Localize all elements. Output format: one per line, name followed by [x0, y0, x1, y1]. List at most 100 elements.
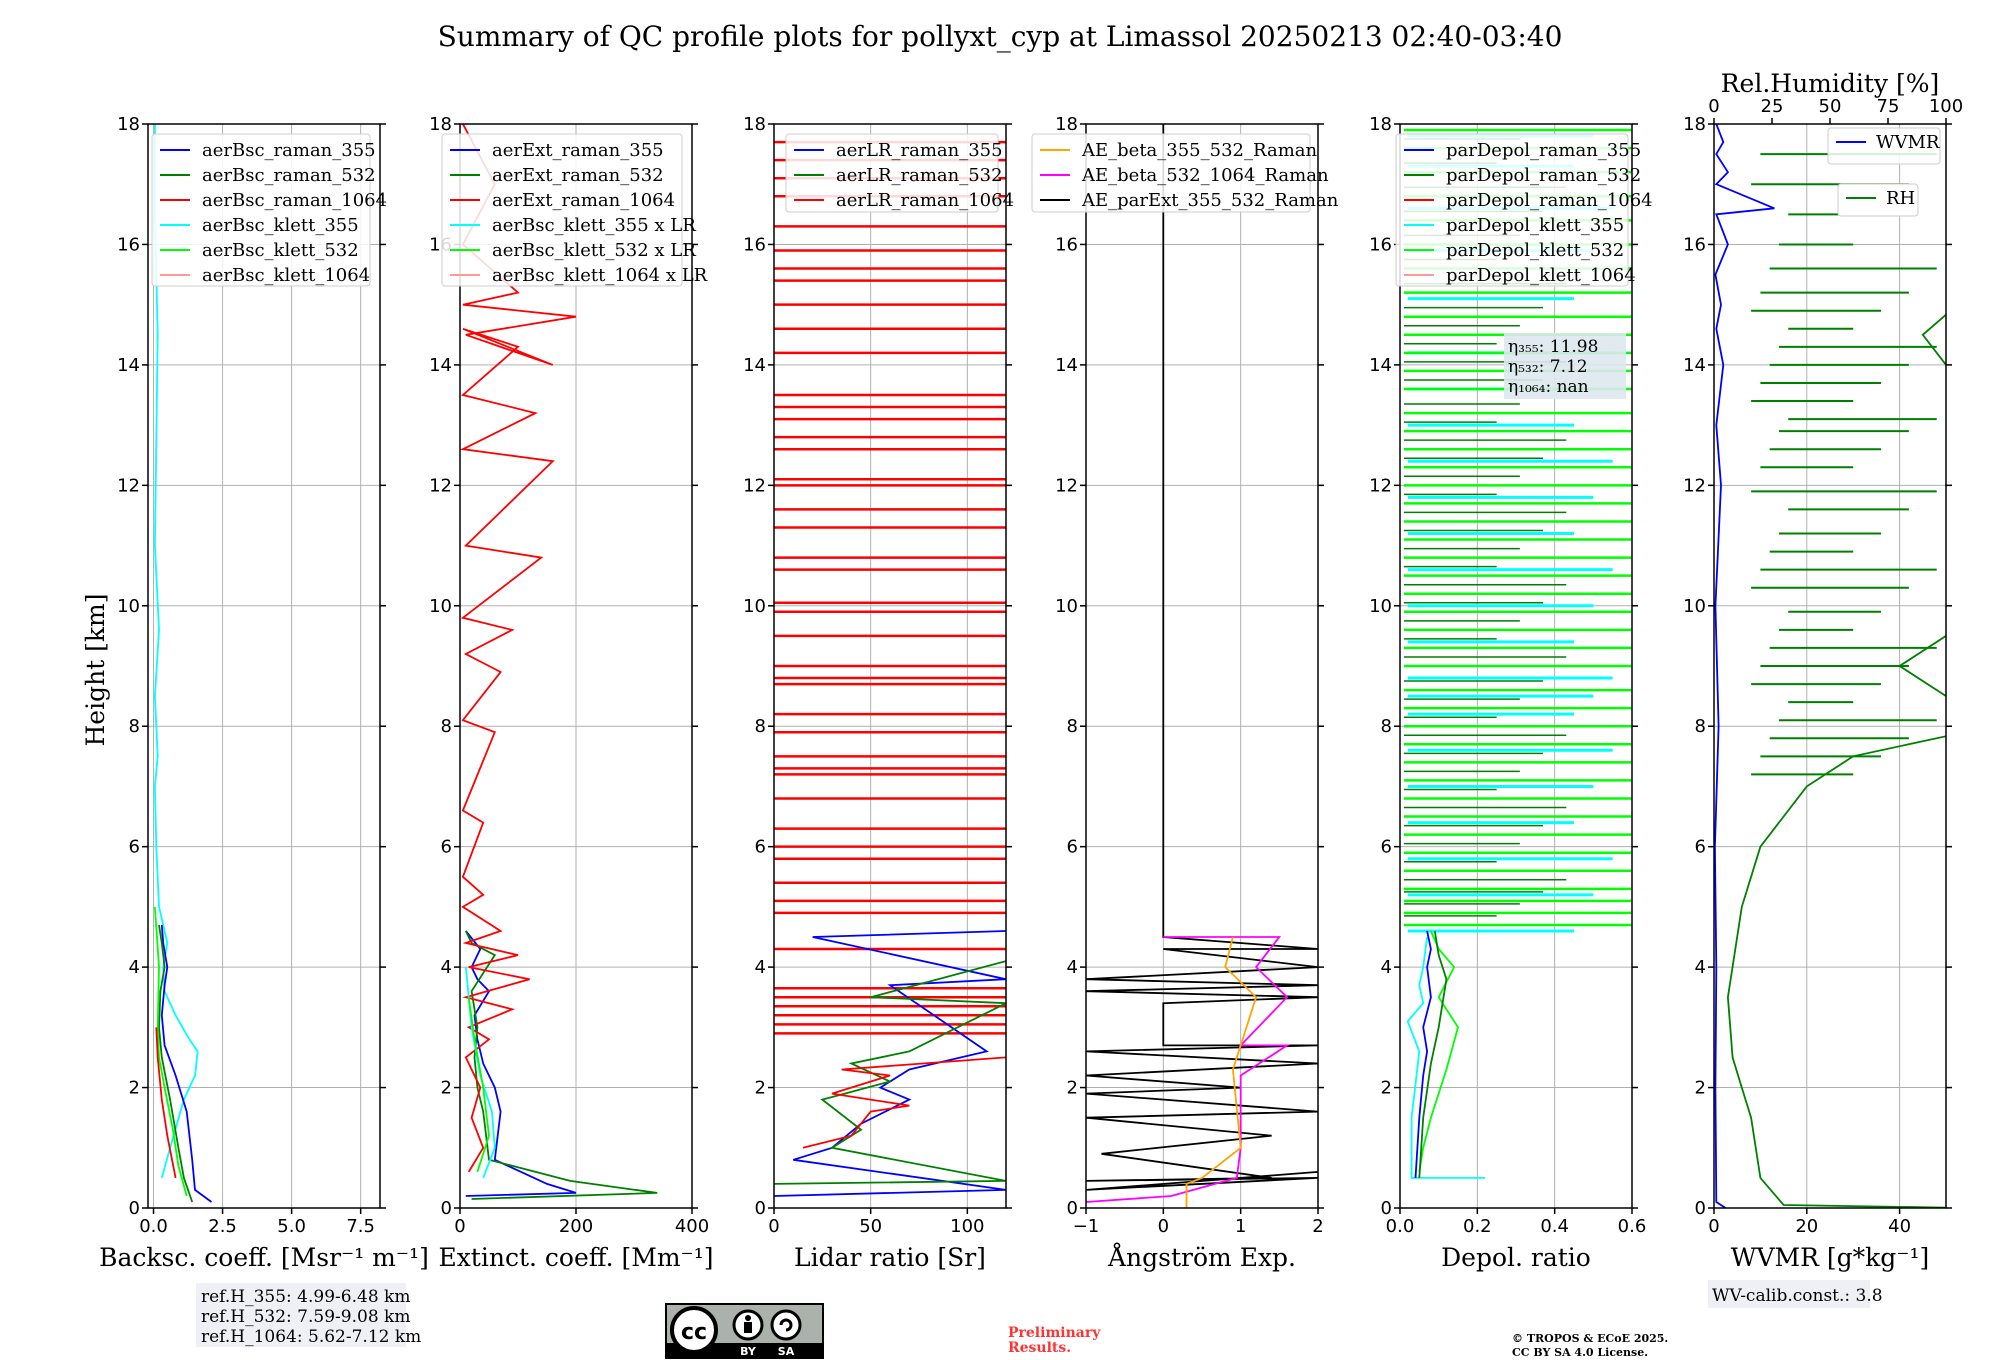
- y-tick-label: 4: [755, 957, 766, 978]
- y-tick-label: 18: [1683, 114, 1706, 135]
- legend-label: parDepol_klett_1064: [1446, 265, 1636, 286]
- legend-label: aerExt_raman_532: [492, 165, 664, 186]
- y-tick-label: 8: [129, 716, 140, 737]
- legend-label: parDepol_klett_532: [1446, 240, 1624, 261]
- y-tick-label: 10: [743, 596, 766, 617]
- legend-label: aerBsc_raman_1064: [202, 190, 387, 211]
- legend-box: [441, 133, 683, 287]
- panel-bsc: 0 2 4 6 8 10 12 14 16 18 0.0 2.5 5.0 7.5 Backsc. coeff…: [99, 114, 429, 1272]
- copyright-text-1: © TROPOS & ECoE 2025.: [1512, 1332, 1668, 1345]
- plot-area-ext: [460, 124, 692, 1208]
- legend-label: aerBsc_klett_355: [202, 215, 359, 236]
- x-tick-label: 1: [1235, 1216, 1246, 1237]
- x-axis-label-ae: Ångström Exp.: [1107, 1242, 1296, 1272]
- eta-value: η₁₀₆₄: nan: [1508, 377, 1589, 397]
- plot-area-lr: [774, 124, 1006, 1208]
- cc-logo-icon: [670, 1306, 718, 1354]
- series-parDepol_klett_355: [1406, 936, 1486, 1179]
- ref-h-1064: ref.H_1064: 5.62-7.12 km: [201, 1327, 421, 1347]
- series-RH: [1726, 313, 1946, 1208]
- series-parDepol_raman_355: [1414, 930, 1432, 1178]
- x-tick-label: −1: [1073, 1216, 1100, 1237]
- y-tick-label: 6: [129, 837, 140, 858]
- series-aerBsc_raman_1064: [155, 1027, 177, 1179]
- y-tick-label: 16: [1683, 234, 1706, 255]
- y-tick-label: 18: [429, 114, 452, 135]
- x-axis-label-lr: Lidar ratio [Sr]: [794, 1243, 986, 1272]
- series-aerExt_raman_355: [465, 930, 577, 1197]
- x-tick-label: 0: [454, 1216, 465, 1237]
- series-aerBsc_klett_355: [153, 124, 199, 1179]
- legend-label: aerBsc_klett_532: [202, 240, 359, 261]
- legend-box: [1827, 127, 1941, 165]
- legend-label: parDepol_raman_355: [1446, 140, 1641, 161]
- x-axis-label-depol: Depol. ratio: [1441, 1243, 1591, 1272]
- x-tick-label: 100: [950, 1216, 984, 1237]
- x-tick-label: 0.4: [1540, 1216, 1569, 1237]
- legend-ext: aerExt_raman_355 aerExt_raman_532 aerExt_r…: [441, 133, 708, 287]
- cc-logo-text: cc: [681, 1320, 707, 1345]
- y-tick-label: 8: [1381, 716, 1392, 737]
- x-axis-label-ext: Extinct. coeff. [Mm⁻¹]: [438, 1243, 713, 1272]
- y-tick-label: 0: [755, 1198, 766, 1219]
- x-tick-label: 0: [1708, 1216, 1719, 1237]
- wv-calib-const: WV-calib.const.: 3.8: [1712, 1286, 1883, 1306]
- series-AE_beta_532_1064_Raman: [1086, 936, 1291, 1203]
- series-aerBsc_raman_532: [158, 924, 194, 1203]
- cc-by-label: BY: [740, 1345, 757, 1358]
- x-tick-label: 2: [1312, 1216, 1323, 1237]
- y-tick-label: 6: [1067, 837, 1078, 858]
- y-tick-label: 4: [1381, 957, 1392, 978]
- y-tick-label: 8: [1067, 716, 1078, 737]
- y-tick-label: 2: [755, 1078, 766, 1099]
- eta-bg: [1504, 333, 1626, 399]
- plot-area-bsc: [148, 124, 380, 1208]
- x-tick-label: 0: [768, 1216, 779, 1237]
- y-tick-label: 4: [1695, 957, 1706, 978]
- series-parDepol_raman_532: [1418, 930, 1448, 1178]
- top-x-tick-label: 50: [1819, 96, 1842, 117]
- legend-box: [785, 133, 999, 213]
- legend-label: aerLR_raman_1064: [836, 190, 1014, 211]
- y-tick-label: 14: [1683, 355, 1706, 376]
- x-tick-label: 40: [1888, 1216, 1911, 1237]
- y-tick-label: 18: [743, 114, 766, 135]
- x-tick-label: 2.5: [208, 1216, 237, 1237]
- sa-share-icon: [770, 1309, 802, 1341]
- y-tick-label: 10: [429, 596, 452, 617]
- legend-lr: aerLR_raman_355 aerLR_raman_532 aerLR_rama…: [785, 133, 1014, 213]
- legend-label: AE_beta_532_1064_Raman: [1081, 165, 1329, 186]
- legend-label: WVMR: [1876, 132, 1940, 153]
- y-tick-label: 0: [1695, 1198, 1706, 1219]
- ref-h-355: ref.H_355: 4.99-6.48 km: [201, 1287, 410, 1307]
- series-aerLR_raman_1064: [802, 1056, 1006, 1149]
- y-tick-label: 16: [1369, 234, 1392, 255]
- y-tick-label: 6: [441, 837, 452, 858]
- figure-title: Summary of QC profile plots for pollyxt_…: [438, 20, 1563, 53]
- y-tick-label: 14: [1369, 355, 1392, 376]
- y-tick-label: 12: [743, 475, 766, 496]
- y-tick-label: 12: [1683, 475, 1706, 496]
- x-tick-label: 400: [675, 1216, 709, 1237]
- legend-label: aerExt_raman_1064: [492, 190, 675, 211]
- x-axis-label-wvmr: WVMR [g*kg⁻¹]: [1731, 1243, 1930, 1272]
- legend-label: aerBsc_raman_532: [202, 165, 376, 186]
- series-aerLR_raman_532: [774, 960, 1006, 1185]
- y-tick-label: 2: [1381, 1078, 1392, 1099]
- eta-value: η₃₅₅: 11.98: [1508, 337, 1598, 357]
- y-tick-label: 16: [117, 234, 140, 255]
- series-aerBsc_klett_532: [154, 906, 188, 1197]
- legend-label: aerLR_raman_355: [836, 140, 1003, 161]
- legend-label: aerBsc_raman_355: [202, 140, 376, 161]
- legend-bsc: aerBsc_raman_355 aerBsc_raman_532 aerBsc_r…: [151, 133, 387, 287]
- x-tick-label: 200: [559, 1216, 593, 1237]
- legend-label: aerBsc_klett_532 x LR: [492, 240, 696, 261]
- series-AE_beta_355_532_Raman: [1185, 936, 1258, 1208]
- y-tick-label: 10: [1055, 596, 1078, 617]
- wv-calib-note: WV-calib.const.: 3.8: [1708, 1280, 1883, 1308]
- y-tick-label: 6: [1695, 837, 1706, 858]
- legend-wvmr: WVMR RH: [1827, 127, 1941, 217]
- y-tick-label: 12: [1055, 475, 1078, 496]
- legend-label: RH: [1886, 188, 1915, 209]
